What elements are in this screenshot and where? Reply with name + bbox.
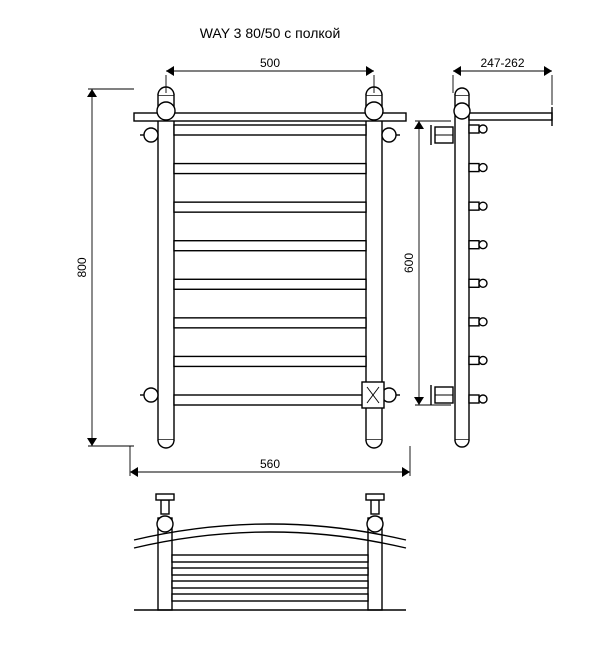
front-view (134, 87, 406, 448)
svg-text:600: 600 (402, 253, 416, 273)
technical-drawing-svg: WAY 3 80/50 с полкой 500 560 800 247-262 600 (0, 0, 600, 658)
svg-text:560: 560 (260, 457, 280, 471)
drawing-page: WAY 3 80/50 с полкой 500 560 800 247-262 600 (0, 0, 600, 658)
side-view (431, 88, 552, 447)
svg-text:500: 500 (260, 56, 280, 70)
svg-text:247-262: 247-262 (480, 56, 524, 70)
title-text: WAY 3 80/50 с полкой (200, 25, 341, 41)
svg-text:800: 800 (75, 257, 89, 277)
top-view (134, 494, 406, 610)
